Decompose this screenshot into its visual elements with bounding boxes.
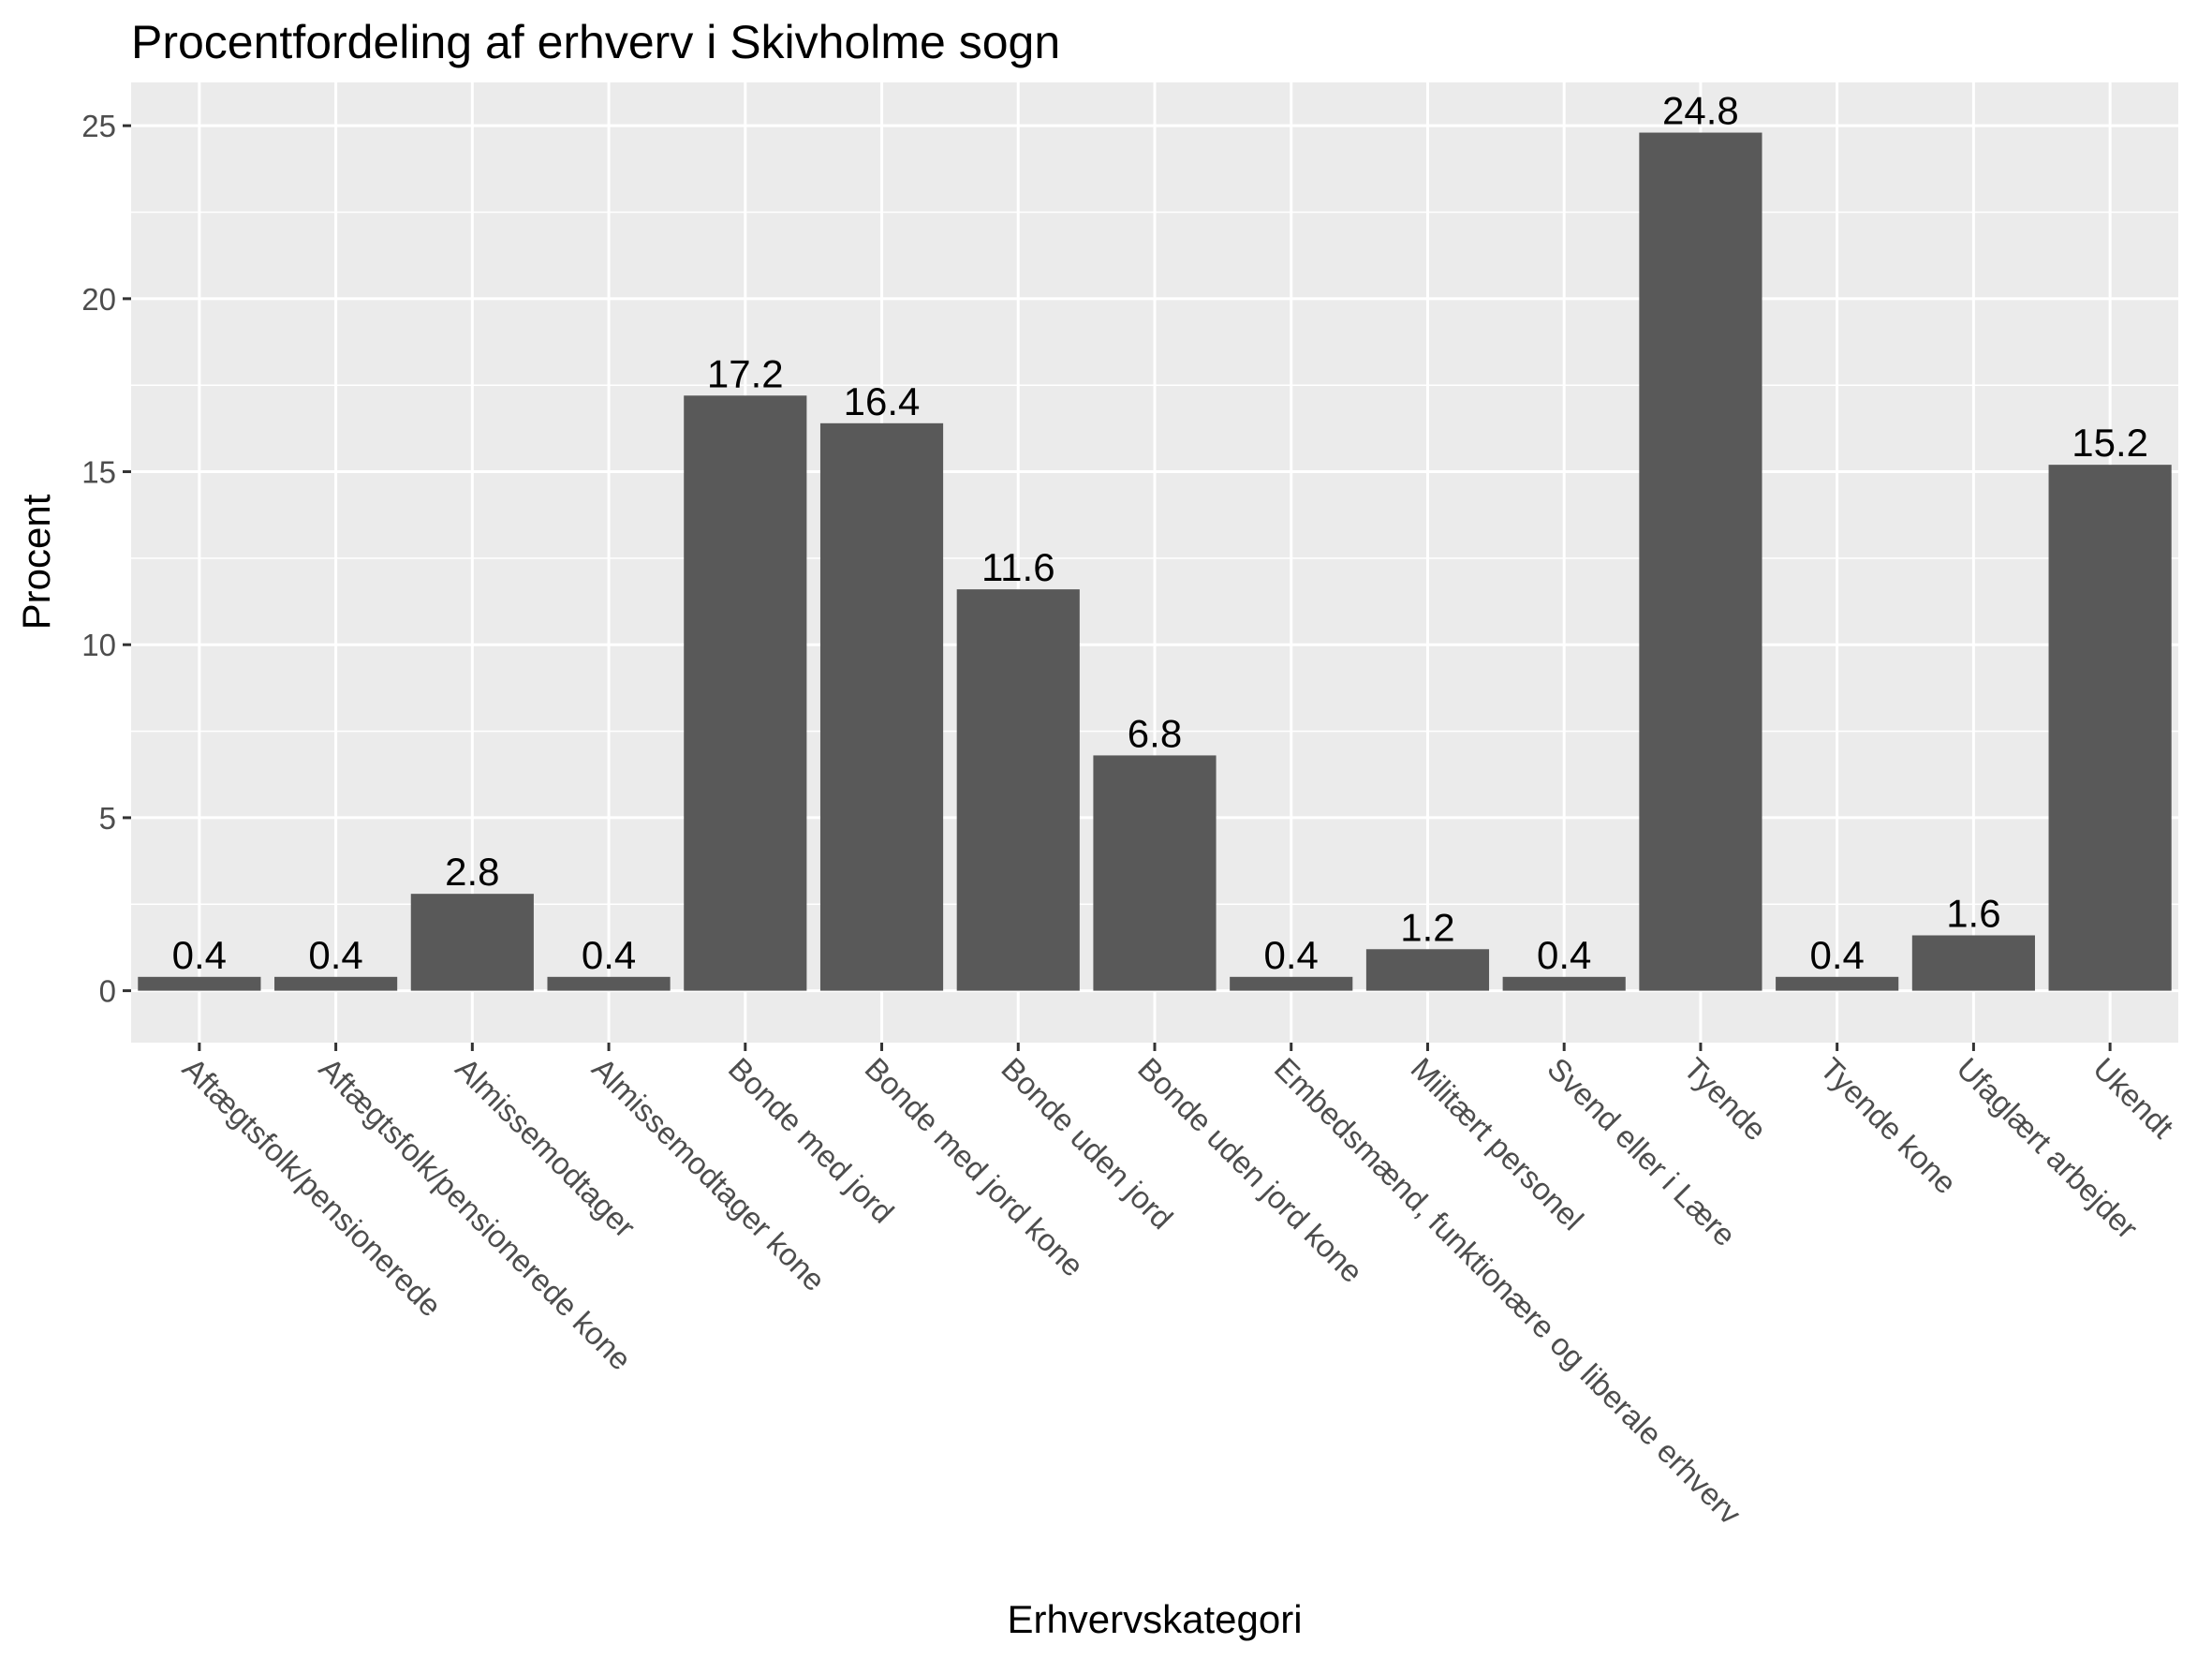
bar — [547, 976, 671, 991]
bar — [1911, 935, 2035, 991]
y-tick-label: 20 — [81, 282, 116, 317]
bar — [1093, 755, 1217, 991]
data-label: 1.2 — [1400, 905, 1454, 949]
bar — [956, 589, 1080, 991]
y-tick-label: 15 — [81, 455, 116, 490]
bar — [1365, 949, 1490, 991]
data-label: 0.4 — [1537, 933, 1591, 977]
bar — [274, 976, 398, 991]
data-labels: 0.4 0.4 2.8 0.4 17.2 16.4 11.6 6.8 0.4 1.2 0.4 24.8… — [172, 89, 2148, 977]
x-tick-label: Tyende kone — [1814, 1051, 1964, 1201]
y-tick-label: 0 — [99, 974, 116, 1009]
data-label: 16.4 — [844, 379, 921, 423]
x-axis-title: Erhvervskategori — [1007, 1597, 1302, 1641]
y-axis-title: Procent — [14, 494, 58, 630]
bar — [138, 976, 261, 991]
bar — [2048, 465, 2172, 991]
y-tick-label: 10 — [81, 628, 116, 662]
x-tick-label: Ukendt — [2087, 1051, 2180, 1145]
y-tick-label: 5 — [99, 801, 116, 836]
bar — [1776, 976, 1899, 991]
x-axis: Aftægtsfolk/pensioneredeAftægtsfolk/pens… — [176, 1043, 2180, 1532]
data-label: 15.2 — [2072, 421, 2148, 465]
data-label: 6.8 — [1128, 711, 1182, 755]
bar-series — [138, 132, 2172, 991]
y-axis: 0 5 10 15 20 25 — [81, 109, 131, 1009]
bar — [1502, 976, 1626, 991]
data-label: 17.2 — [707, 351, 784, 395]
data-label: 1.6 — [1946, 891, 2000, 935]
bar — [1230, 976, 1353, 991]
data-label: 0.4 — [308, 933, 362, 977]
data-label: 0.4 — [172, 933, 227, 977]
bar — [1639, 132, 1762, 991]
data-label: 0.4 — [1264, 933, 1319, 977]
x-tick-label: Embedsmænd, funktionære og liberale erhv… — [1268, 1051, 1748, 1532]
x-tick-label: Tyende — [1677, 1051, 1774, 1148]
bar — [819, 422, 944, 991]
x-tick-label: Bonde uden jord kone — [1131, 1051, 1370, 1290]
chart-title: Procentfordeling af erhverv i Skivholme … — [131, 16, 1060, 68]
data-label: 11.6 — [981, 545, 1055, 589]
data-label: 24.8 — [1662, 89, 1739, 133]
y-tick-label: 25 — [81, 109, 116, 143]
bar — [410, 894, 534, 991]
bar — [684, 395, 807, 991]
data-label: 0.4 — [582, 933, 636, 977]
x-tick-label: Bonde med jord kone — [859, 1051, 1091, 1283]
x-tick-label: Aftægtsfolk/pensionerede — [176, 1051, 449, 1324]
x-tick-label: Almissemodtager kone — [585, 1051, 833, 1298]
data-label: 0.4 — [1809, 933, 1864, 977]
data-label: 2.8 — [445, 850, 499, 894]
